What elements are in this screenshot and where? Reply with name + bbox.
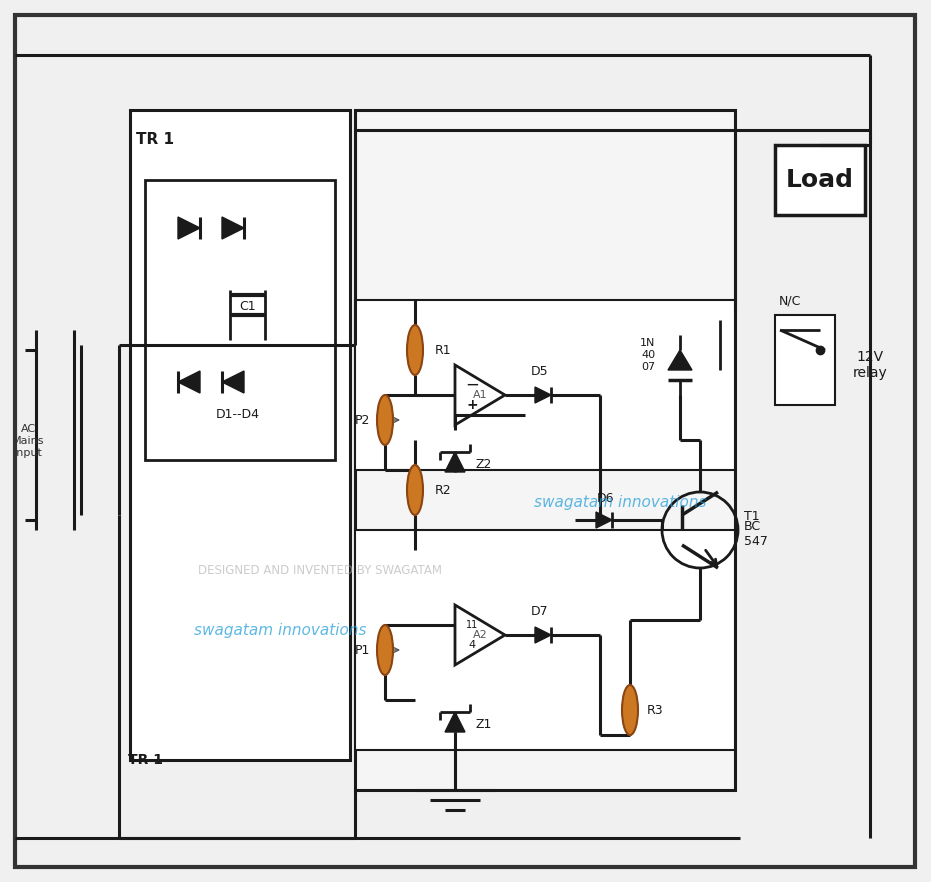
Polygon shape <box>535 387 551 403</box>
Bar <box>130 110 350 760</box>
Ellipse shape <box>377 625 393 675</box>
Text: P2: P2 <box>355 414 370 427</box>
Bar <box>775 315 835 405</box>
Text: swagatam innovations: swagatam innovations <box>533 495 707 510</box>
Polygon shape <box>535 627 551 643</box>
Text: 12V
relay: 12V relay <box>853 350 887 380</box>
Text: P1: P1 <box>355 644 370 656</box>
Text: R1: R1 <box>435 343 452 356</box>
Polygon shape <box>668 350 692 370</box>
Text: D5: D5 <box>532 365 548 378</box>
Text: TR 1: TR 1 <box>128 753 163 767</box>
Text: Z1: Z1 <box>475 719 492 731</box>
Text: Load: Load <box>786 168 854 192</box>
Text: swagatam innovations: swagatam innovations <box>194 623 366 638</box>
Text: 4: 4 <box>468 640 476 650</box>
Polygon shape <box>222 371 244 393</box>
Polygon shape <box>178 217 200 239</box>
Text: DESIGNED AND INVENTED BY SWAGATAM: DESIGNED AND INVENTED BY SWAGATAM <box>198 564 442 577</box>
Text: A1: A1 <box>473 390 487 400</box>
Bar <box>145 180 335 460</box>
Text: R2: R2 <box>435 483 452 497</box>
Text: AC
Mains
Input: AC Mains Input <box>12 424 45 458</box>
Text: T1: T1 <box>744 510 760 523</box>
Text: C1: C1 <box>239 301 256 313</box>
Text: BC
547: BC 547 <box>744 520 768 548</box>
Text: 11: 11 <box>466 620 479 630</box>
Text: 1N
40
07: 1N 40 07 <box>641 339 655 371</box>
Ellipse shape <box>407 325 423 375</box>
Ellipse shape <box>407 465 423 515</box>
Bar <box>775 145 865 215</box>
Text: D6: D6 <box>596 492 614 505</box>
Ellipse shape <box>377 395 393 445</box>
Text: R3: R3 <box>647 704 664 716</box>
Text: N/C: N/C <box>779 295 802 308</box>
Text: D1--D4: D1--D4 <box>216 408 260 422</box>
Polygon shape <box>222 217 244 239</box>
Polygon shape <box>445 712 465 732</box>
Bar <box>355 300 735 470</box>
Bar <box>355 110 735 790</box>
Text: Z2: Z2 <box>475 459 492 472</box>
Bar <box>355 530 735 750</box>
Polygon shape <box>445 452 465 472</box>
Text: D7: D7 <box>532 605 548 618</box>
Polygon shape <box>596 512 612 528</box>
Text: TR 1: TR 1 <box>136 132 174 147</box>
Text: +: + <box>466 398 478 412</box>
Ellipse shape <box>622 685 638 735</box>
Text: A2: A2 <box>473 630 487 640</box>
Polygon shape <box>178 371 200 393</box>
Text: −: − <box>466 376 479 394</box>
